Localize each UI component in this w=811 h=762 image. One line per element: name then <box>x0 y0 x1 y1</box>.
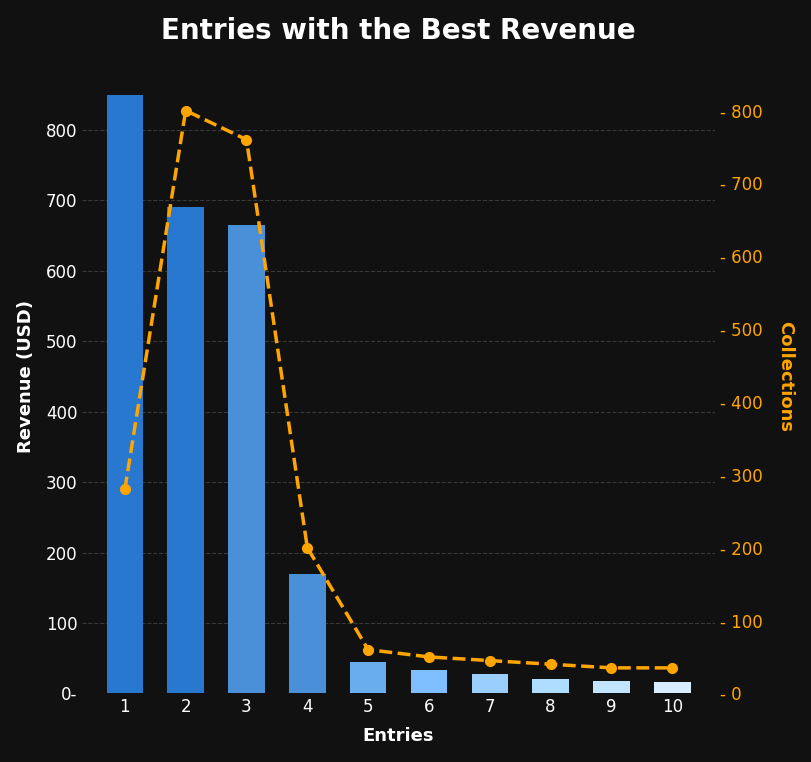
Y-axis label: Collections: Collections <box>776 321 794 432</box>
Bar <box>471 674 508 693</box>
Bar <box>410 670 447 693</box>
Bar <box>532 679 569 693</box>
Bar <box>167 207 204 693</box>
Bar <box>350 661 386 693</box>
X-axis label: Entries: Entries <box>363 728 435 745</box>
Bar <box>106 94 143 693</box>
Y-axis label: Revenue (USD): Revenue (USD) <box>17 300 35 453</box>
Bar <box>593 680 629 693</box>
Title: Entries with the Best Revenue: Entries with the Best Revenue <box>161 17 636 45</box>
Bar <box>228 225 264 693</box>
Bar <box>289 574 325 693</box>
Bar <box>654 682 690 693</box>
